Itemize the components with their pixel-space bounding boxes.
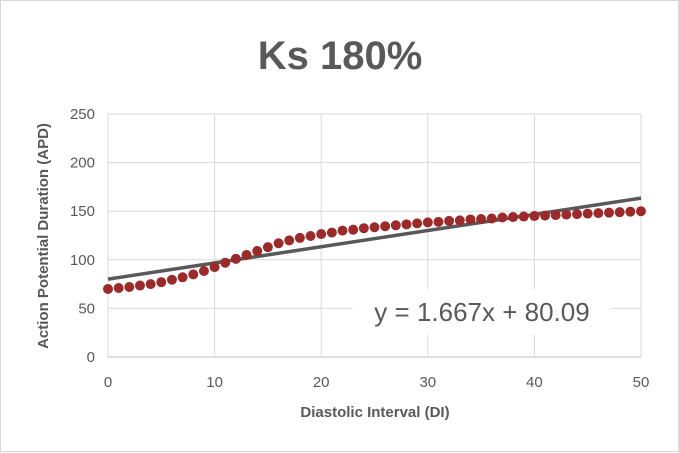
y-tick-label: 150 (70, 203, 95, 220)
data-point (145, 279, 156, 290)
x-axis-title: Diastolic Interval (DI) (300, 404, 449, 421)
data-point (486, 213, 497, 224)
data-point (166, 274, 177, 285)
data-point (337, 225, 348, 236)
data-point (326, 227, 337, 238)
data-point (273, 238, 284, 249)
data-point (284, 235, 295, 246)
gridlines (107, 113, 642, 358)
data-point (305, 230, 316, 241)
data-point (625, 206, 636, 217)
trendline-equation-box: y = 1.667x + 80.09 (353, 289, 611, 335)
data-point (550, 210, 561, 221)
data-point (540, 210, 551, 221)
data-point (497, 212, 508, 223)
x-tick-label: 0 (104, 374, 112, 391)
data-point (177, 272, 188, 283)
data-point (561, 209, 572, 220)
data-point (529, 211, 540, 222)
data-point (124, 282, 135, 293)
equation-background (353, 289, 611, 335)
data-point (103, 283, 113, 294)
data-point (262, 242, 273, 253)
data-point (316, 229, 327, 240)
x-tick-label: 20 (313, 374, 330, 391)
y-tick-label: 0 (87, 349, 95, 366)
data-point (241, 249, 252, 260)
y-tick-label: 250 (70, 106, 95, 123)
data-points (103, 206, 646, 294)
data-point (604, 207, 615, 218)
data-point (369, 222, 380, 233)
data-point (518, 211, 529, 222)
data-point (433, 216, 444, 227)
data-point (412, 218, 423, 229)
data-point (252, 246, 263, 257)
data-point (582, 208, 593, 219)
y-tick-label: 50 (78, 300, 95, 317)
x-tick-label: 10 (206, 374, 223, 391)
y-tick-label: 200 (70, 155, 95, 172)
x-tick-label: 40 (526, 374, 543, 391)
x-tick-label: 50 (633, 374, 650, 391)
data-point (220, 257, 231, 268)
data-point (188, 269, 199, 280)
data-point (572, 209, 583, 220)
data-point (358, 223, 369, 234)
trendline-equation: y = 1.667x + 80.09 (374, 297, 589, 327)
data-point (390, 220, 401, 231)
data-point (348, 224, 359, 235)
data-point (156, 277, 167, 288)
data-point (294, 232, 305, 243)
data-point (401, 219, 412, 230)
data-point (230, 253, 241, 264)
data-point (209, 262, 220, 273)
data-point (614, 207, 625, 218)
data-point (422, 217, 433, 228)
tick-labels: 0 50 100 150 200 250 0 10 20 30 40 50 (70, 106, 649, 391)
trendline (107, 196, 642, 281)
data-point (593, 208, 604, 219)
trendline-layer (107, 196, 642, 281)
data-point (444, 215, 455, 226)
data-point (476, 213, 487, 224)
data-point (113, 282, 124, 293)
y-axis-title: Action Potential Duration (APD) (35, 123, 52, 349)
chart-title: Ks 180% (258, 34, 423, 78)
data-point (198, 265, 209, 276)
x-tick-label: 30 (419, 374, 436, 391)
data-point (508, 212, 519, 223)
data-point (465, 214, 476, 225)
data-point (134, 280, 145, 291)
data-point (636, 206, 646, 217)
y-tick-label: 100 (70, 252, 95, 269)
data-point (454, 215, 465, 226)
data-point (380, 221, 391, 232)
